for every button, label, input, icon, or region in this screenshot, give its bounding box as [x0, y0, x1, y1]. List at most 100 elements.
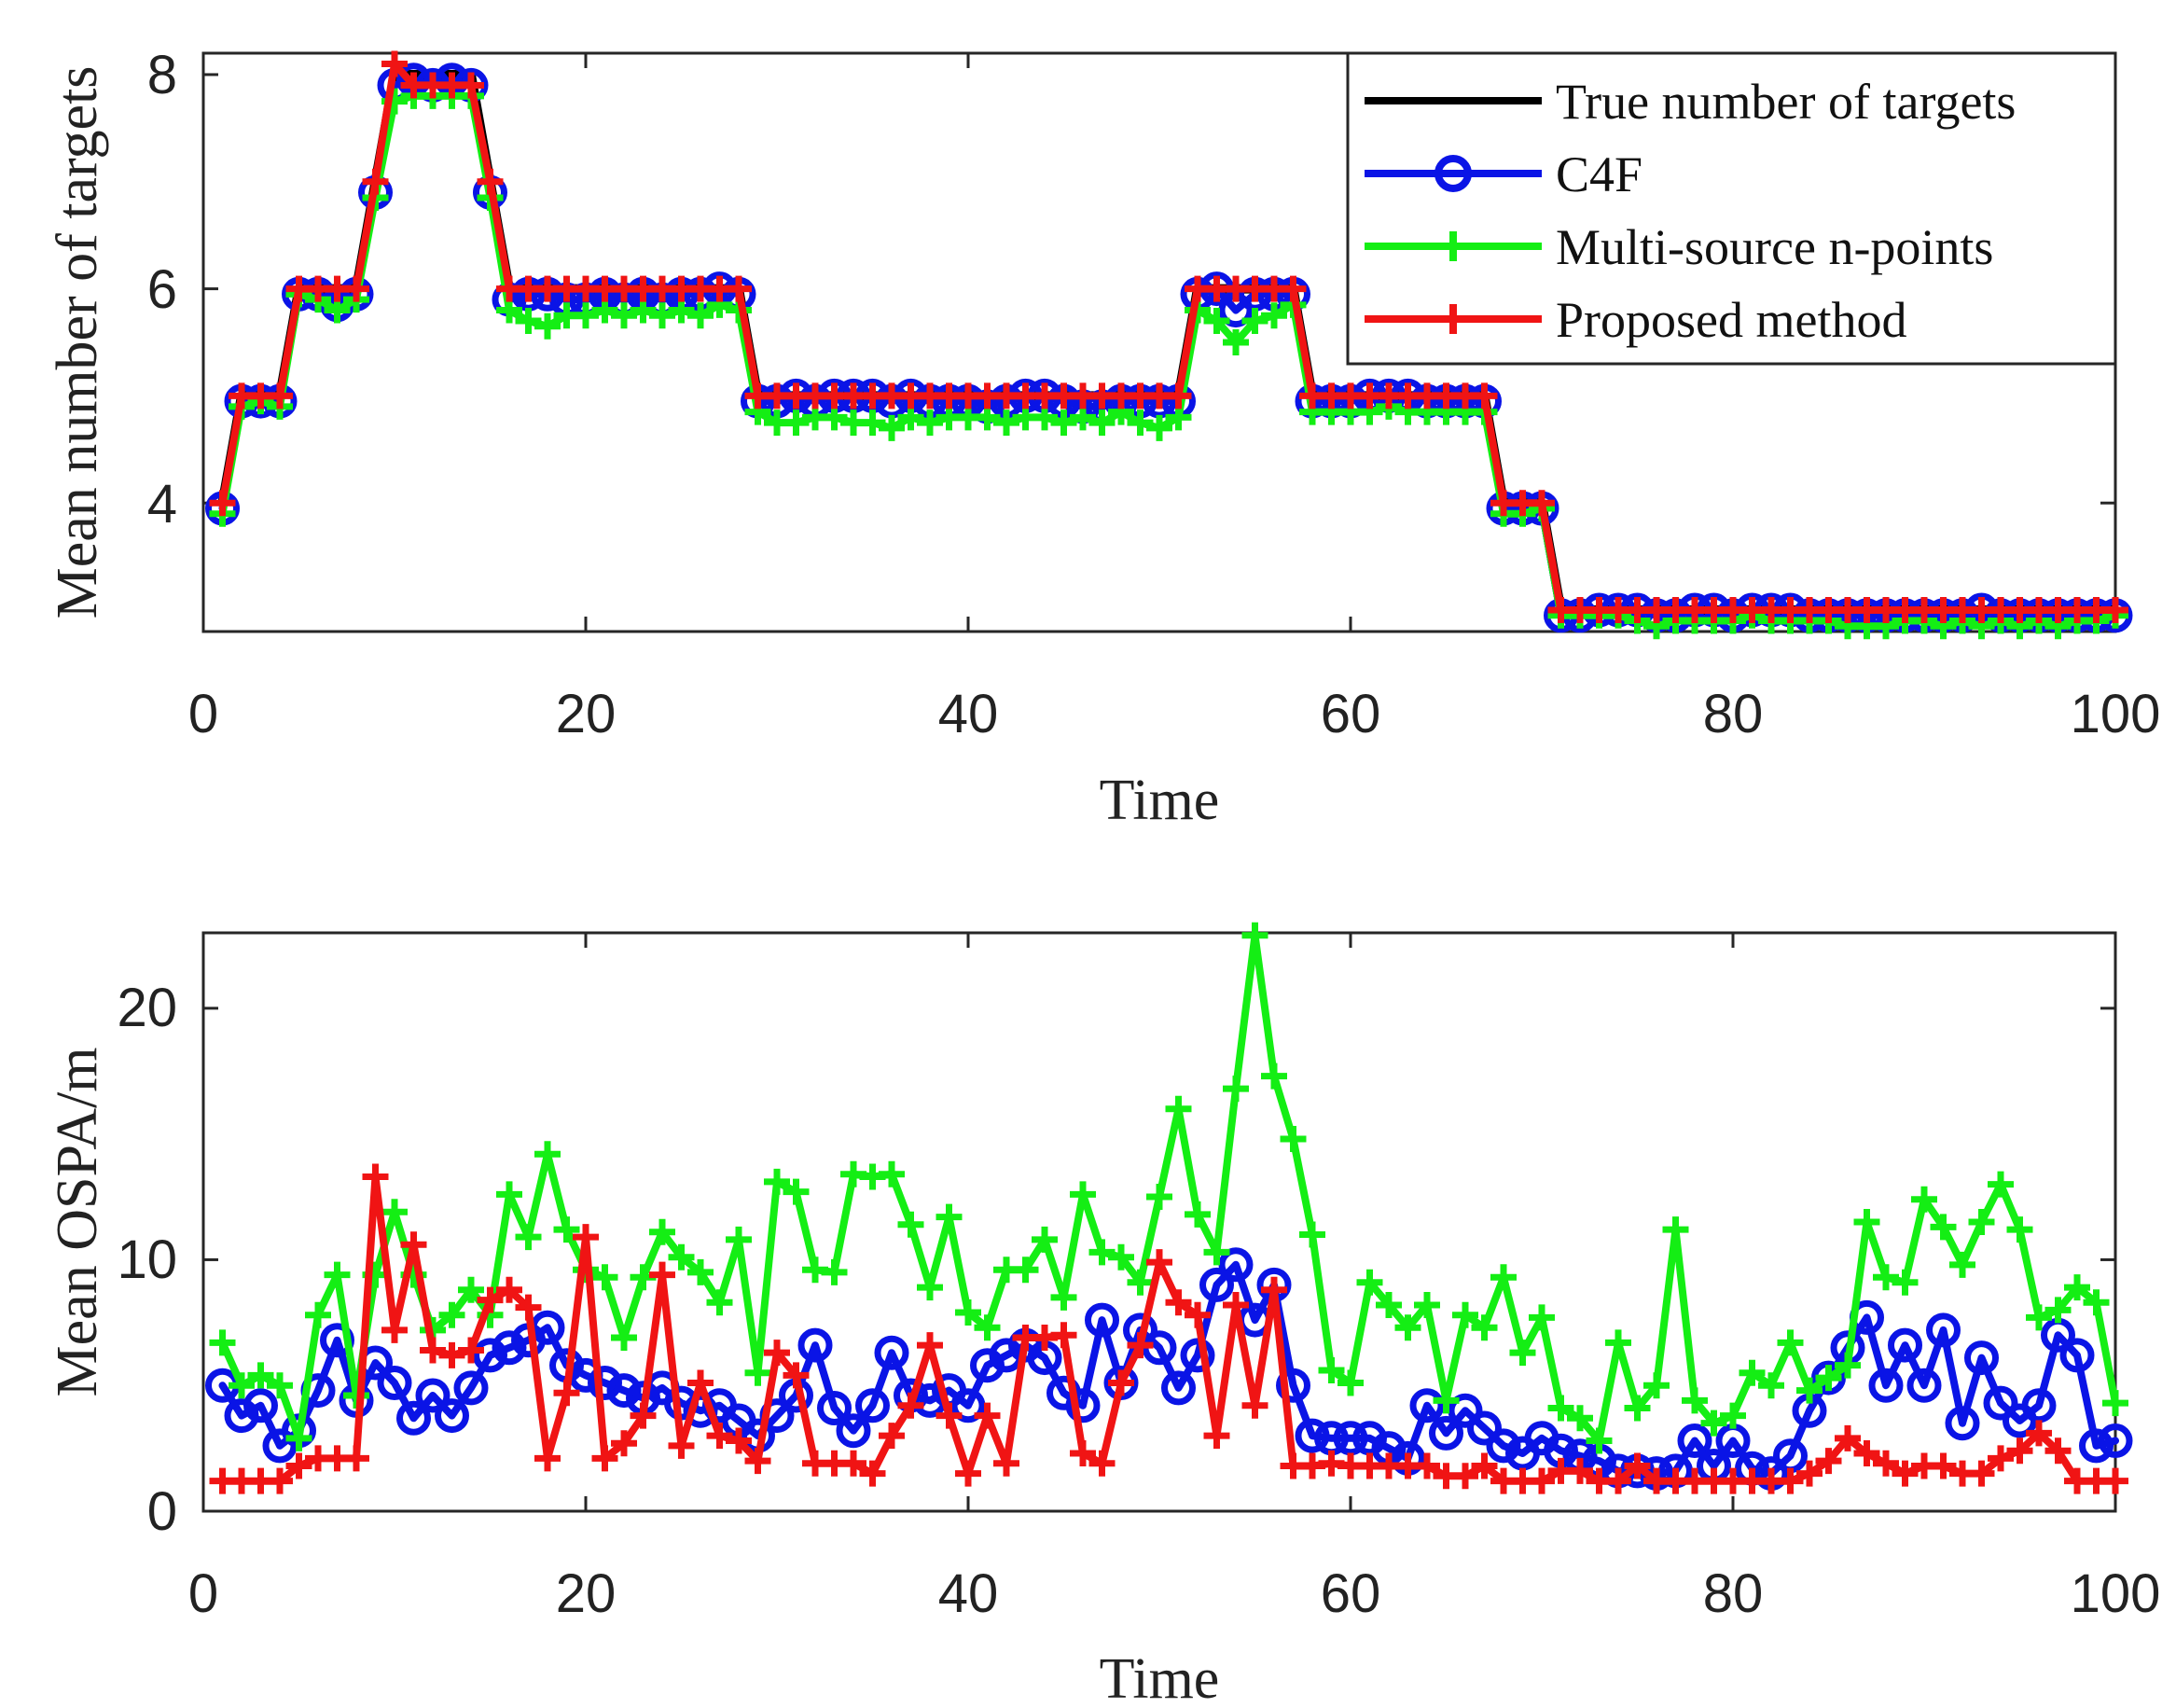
- legend-entry-c4f: C4F: [1365, 146, 1642, 202]
- bottom-data-point-proposed-method: [783, 1362, 810, 1389]
- bottom-data-point-proposed-method: [897, 1392, 924, 1419]
- bottom-data-point-c4f: [492, 1330, 527, 1366]
- bottom-data-point-c4f: [1983, 1385, 2018, 1421]
- bottom-data-point-multi-source-n-points: [611, 1325, 637, 1351]
- bottom-data-point-c4f: [2059, 1338, 2095, 1373]
- bottom-data-point-multi-source-n-points: [1471, 1314, 1498, 1341]
- bottom-data-point-proposed-method: [744, 1448, 771, 1475]
- top-data-point-multi-source-n-points: [859, 410, 886, 437]
- top-y-tick-label: 4: [147, 474, 177, 535]
- bottom-data-point-c4f: [1429, 1415, 1463, 1451]
- bottom-data-point-multi-source-n-points: [247, 1362, 274, 1389]
- bottom-data-point-multi-source-n-points: [1509, 1340, 1536, 1367]
- bottom-series-line-multi-source-n-points: [218, 931, 2119, 1445]
- bottom-data-point-multi-source-n-points: [1720, 1402, 1746, 1429]
- bottom-data-point-multi-source-n-points: [1490, 1264, 1517, 1291]
- top-data-point-proposed-method: [2102, 597, 2128, 624]
- bottom-data-point-multi-source-n-points: [2102, 1390, 2128, 1417]
- bottom-x-tick-label: 20: [556, 1563, 617, 1624]
- bottom-data-point-c4f: [1295, 1418, 1330, 1453]
- bottom-data-point-proposed-method: [1605, 1467, 1631, 1494]
- bottom-data-point-c4f: [1276, 1368, 1310, 1403]
- bottom-y-tick-label: 10: [117, 1229, 177, 1290]
- top-x-axis: 0 20 40 60 80 100: [188, 684, 2161, 744]
- bottom-data-point-proposed-method: [343, 1445, 369, 1472]
- bottom-data-point-c4f: [1448, 1393, 1483, 1428]
- bottom-data-point-multi-source-n-points: [553, 1216, 580, 1243]
- bottom-data-point-c4f: [2079, 1428, 2114, 1464]
- top-data-point-proposed-method: [267, 382, 293, 410]
- bottom-x-tick-label: 40: [938, 1563, 999, 1624]
- bottom-data-point-proposed-method: [955, 1460, 981, 1487]
- bottom-data-point-proposed-method: [1796, 1460, 1823, 1487]
- top-data-point-multi-source-n-points: [687, 302, 714, 329]
- bottom-data-point-c4f: [473, 1338, 507, 1373]
- bottom-data-point-multi-source-n-points: [1337, 1369, 1364, 1396]
- bottom-data-point-proposed-method: [1567, 1457, 1593, 1484]
- top-data-point-multi-source-n-points: [1241, 308, 1268, 335]
- bottom-data-point-c4f: [1085, 1302, 1119, 1338]
- bottom-data-point-multi-source-n-points: [897, 1211, 924, 1238]
- top-data-point-multi-source-n-points: [1261, 302, 1287, 329]
- bottom-data-point-proposed-method: [1471, 1452, 1498, 1479]
- top-chart-panel: 0 20 40 60 80 100 4 6 8 Time Mean number…: [46, 45, 2160, 832]
- legend-marker-c4f: [1434, 155, 1472, 192]
- top-data-point-multi-source-n-points: [993, 410, 1019, 437]
- bottom-data-point-proposed-method: [2102, 1467, 2128, 1494]
- legend-label-proposed: Proposed method: [1556, 292, 1906, 348]
- top-x-tick-label: 80: [1703, 684, 1764, 744]
- bottom-data-point-multi-source-n-points: [1203, 1239, 1230, 1266]
- top-data-point-multi-source-n-points: [1050, 410, 1077, 437]
- top-x-tick-label: 0: [188, 684, 218, 744]
- bottom-x-tick-label: 100: [2071, 1563, 2161, 1624]
- bottom-data-point-proposed-method: [687, 1369, 714, 1396]
- bottom-data-point-proposed-method: [1185, 1301, 1211, 1328]
- bottom-data-point-multi-source-n-points: [936, 1203, 963, 1230]
- bottom-data-point-multi-source-n-points: [706, 1289, 733, 1316]
- bottom-data-point-c4f: [588, 1366, 622, 1400]
- bottom-data-point-proposed-method: [1223, 1291, 1249, 1318]
- top-data-point-proposed-method: [1280, 275, 1307, 302]
- top-x-tick-label: 40: [938, 684, 999, 744]
- bottom-data-point-multi-source-n-points: [438, 1301, 465, 1328]
- bottom-data-point-proposed-method: [1241, 1392, 1268, 1419]
- bottom-data-point-c4f: [1868, 1368, 1904, 1403]
- bottom-data-point-multi-source-n-points: [1949, 1251, 1975, 1278]
- bottom-data-point-c4f: [1888, 1327, 1922, 1363]
- bottom-data-point-multi-source-n-points: [1853, 1209, 1880, 1235]
- bottom-series-proposed-method: [209, 1163, 2128, 1494]
- bottom-data-point-multi-source-n-points: [1241, 922, 1268, 949]
- bottom-y-tick-label: 20: [117, 978, 177, 1038]
- bottom-data-point-multi-source-n-points: [1835, 1352, 1861, 1379]
- bottom-series-multi-source-n-points: [209, 922, 2128, 1454]
- bottom-data-point-multi-source-n-points: [267, 1372, 293, 1399]
- bottom-data-point-multi-source-n-points: [1892, 1269, 1919, 1296]
- bottom-data-point-c4f: [1677, 1423, 1712, 1458]
- bottom-data-point-multi-source-n-points: [1988, 1171, 2014, 1198]
- legend: True number of targets C4F Multi-source …: [1346, 51, 2117, 366]
- bottom-data-point-multi-source-n-points: [1032, 1226, 1058, 1253]
- bottom-data-point-proposed-method: [706, 1423, 733, 1450]
- bottom-data-point-multi-source-n-points: [1108, 1243, 1134, 1271]
- bottom-data-point-proposed-method: [553, 1380, 580, 1407]
- bottom-y-axis-title: Mean OSPA/m: [46, 1048, 109, 1397]
- bottom-data-point-multi-source-n-points: [668, 1243, 695, 1271]
- bottom-data-point-c4f: [1811, 1360, 1846, 1396]
- bottom-data-point-c4f: [797, 1327, 833, 1363]
- bottom-data-point-multi-source-n-points: [1070, 1181, 1096, 1208]
- bottom-data-point-proposed-method: [879, 1423, 905, 1450]
- bottom-data-point-multi-source-n-points: [2044, 1297, 2072, 1324]
- top-y-axis: 4 6 8: [147, 45, 177, 535]
- bottom-data-point-multi-source-n-points: [821, 1258, 848, 1285]
- bottom-data-point-multi-source-n-points: [917, 1274, 943, 1301]
- bottom-data-point-proposed-method: [630, 1402, 657, 1429]
- bottom-data-point-multi-source-n-points: [1643, 1372, 1670, 1399]
- top-y-axis-title: Mean number of targets: [46, 66, 109, 619]
- bottom-data-point-proposed-method: [1165, 1289, 1192, 1316]
- bottom-x-axis: 0 20 40 60 80 100: [188, 1563, 2161, 1624]
- bottom-data-point-proposed-method: [1853, 1440, 1880, 1466]
- bottom-data-point-c4f: [1199, 1267, 1234, 1302]
- bottom-data-point-multi-source-n-points: [305, 1301, 331, 1328]
- bottom-data-point-proposed-method: [1930, 1452, 1957, 1479]
- bottom-data-point-c4f: [1333, 1421, 1368, 1456]
